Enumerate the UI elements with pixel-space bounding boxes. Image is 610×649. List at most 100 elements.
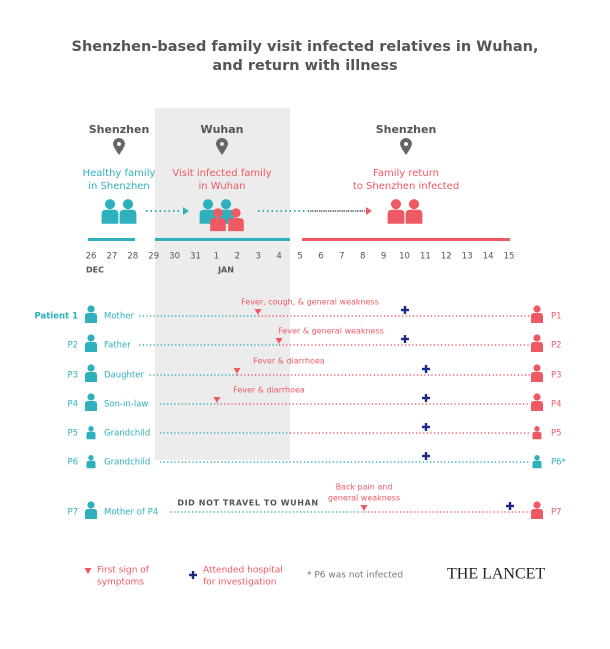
bar — [424, 423, 428, 431]
head — [408, 199, 420, 210]
end-label: P6* — [551, 458, 566, 468]
person-icon — [531, 305, 543, 323]
person-icon — [101, 199, 119, 224]
month-label: JAN — [217, 266, 234, 275]
period-bar — [302, 238, 510, 241]
title: Shenzhen-based family visit infected rel… — [72, 39, 539, 55]
bar — [424, 394, 428, 402]
symptom-marker — [84, 568, 92, 574]
person-icon — [85, 364, 97, 382]
day-label: 1 — [214, 252, 219, 262]
person-icon — [531, 501, 543, 519]
symptom-label: Fever & diarrhoea — [253, 357, 325, 366]
person-icon — [210, 208, 226, 232]
day-label: 12 — [441, 252, 452, 262]
day-label: 5 — [297, 252, 302, 262]
body — [387, 209, 405, 224]
body — [531, 372, 543, 382]
body — [531, 509, 543, 519]
head — [533, 364, 541, 372]
legend-text: Attended hospital — [203, 566, 283, 576]
location-caption: in Wuhan — [199, 181, 246, 192]
body — [86, 431, 96, 440]
body — [532, 431, 542, 440]
location-name: Wuhan — [200, 123, 243, 136]
patient-id: P4 — [67, 400, 78, 410]
person-icon — [85, 305, 97, 323]
head — [220, 199, 232, 210]
day-label: 6 — [318, 252, 323, 262]
hospital-cross — [401, 335, 409, 343]
end-label: P7 — [551, 508, 562, 518]
body — [532, 460, 542, 469]
bar — [403, 335, 407, 343]
head — [87, 334, 95, 342]
day-label: 30 — [169, 252, 180, 262]
location-pin — [400, 138, 412, 155]
symptom-marker — [213, 397, 221, 403]
bar — [424, 452, 428, 460]
symptom-label: general weakness — [328, 494, 400, 503]
day-label: 7 — [339, 252, 344, 262]
person-icon — [119, 199, 137, 224]
head — [88, 455, 94, 461]
person-icon — [532, 455, 542, 469]
location-caption: Healthy family — [83, 168, 156, 179]
head — [87, 364, 95, 372]
body — [85, 509, 97, 519]
body — [85, 313, 97, 323]
person-icon — [85, 501, 97, 519]
day-label: 13 — [462, 252, 473, 262]
day-label: 10 — [399, 252, 410, 262]
patient-id: P7 — [67, 508, 78, 518]
location-caption: Visit infected family — [172, 168, 271, 179]
head — [534, 426, 540, 432]
head — [231, 208, 241, 218]
end-label: P1 — [551, 312, 562, 322]
relation-label: Grandchild — [104, 458, 150, 468]
day-label: 11 — [420, 252, 431, 262]
hospital-cross — [422, 394, 430, 402]
symptom-marker — [275, 338, 283, 344]
end-label: P2 — [551, 341, 562, 351]
head — [534, 455, 540, 461]
location-pin — [216, 138, 228, 155]
bar — [508, 502, 512, 510]
person-icon — [531, 364, 543, 382]
location-caption: in Shenzhen — [88, 181, 150, 192]
relation-label: Son-in-law — [104, 400, 148, 410]
period-bar — [88, 238, 135, 241]
day-label: 27 — [106, 252, 117, 262]
relation-label: Grandchild — [104, 429, 150, 439]
symptom-label: Fever & diarrhoea — [233, 386, 305, 395]
body — [531, 401, 543, 411]
head — [533, 501, 541, 509]
hospital-cross — [422, 423, 430, 431]
location-pin — [113, 138, 125, 155]
hospital-cross — [506, 502, 514, 510]
day-label: 29 — [148, 252, 159, 262]
end-label: P5 — [551, 429, 562, 439]
head — [87, 305, 95, 313]
symptom-label: Fever, cough, & general weakness — [241, 298, 379, 307]
relation-label: Father — [104, 341, 131, 351]
day-label: 8 — [360, 252, 365, 262]
location-name: Shenzhen — [89, 123, 150, 136]
person-icon — [86, 426, 96, 440]
person-icon — [85, 334, 97, 352]
patient-id: Patient 1 — [35, 312, 79, 322]
head — [533, 305, 541, 313]
relation-label: Daughter — [104, 371, 144, 381]
body — [405, 209, 423, 224]
day-label: 9 — [381, 252, 386, 262]
day-label: 28 — [127, 252, 138, 262]
body — [86, 460, 96, 469]
person-icon — [405, 199, 423, 224]
month-label: DEC — [86, 266, 104, 275]
day-label: 2 — [235, 252, 240, 262]
day-label: 4 — [276, 252, 281, 262]
head — [202, 199, 214, 210]
legend-text: First sign of — [97, 566, 150, 576]
bar — [191, 571, 195, 579]
head — [213, 208, 223, 218]
